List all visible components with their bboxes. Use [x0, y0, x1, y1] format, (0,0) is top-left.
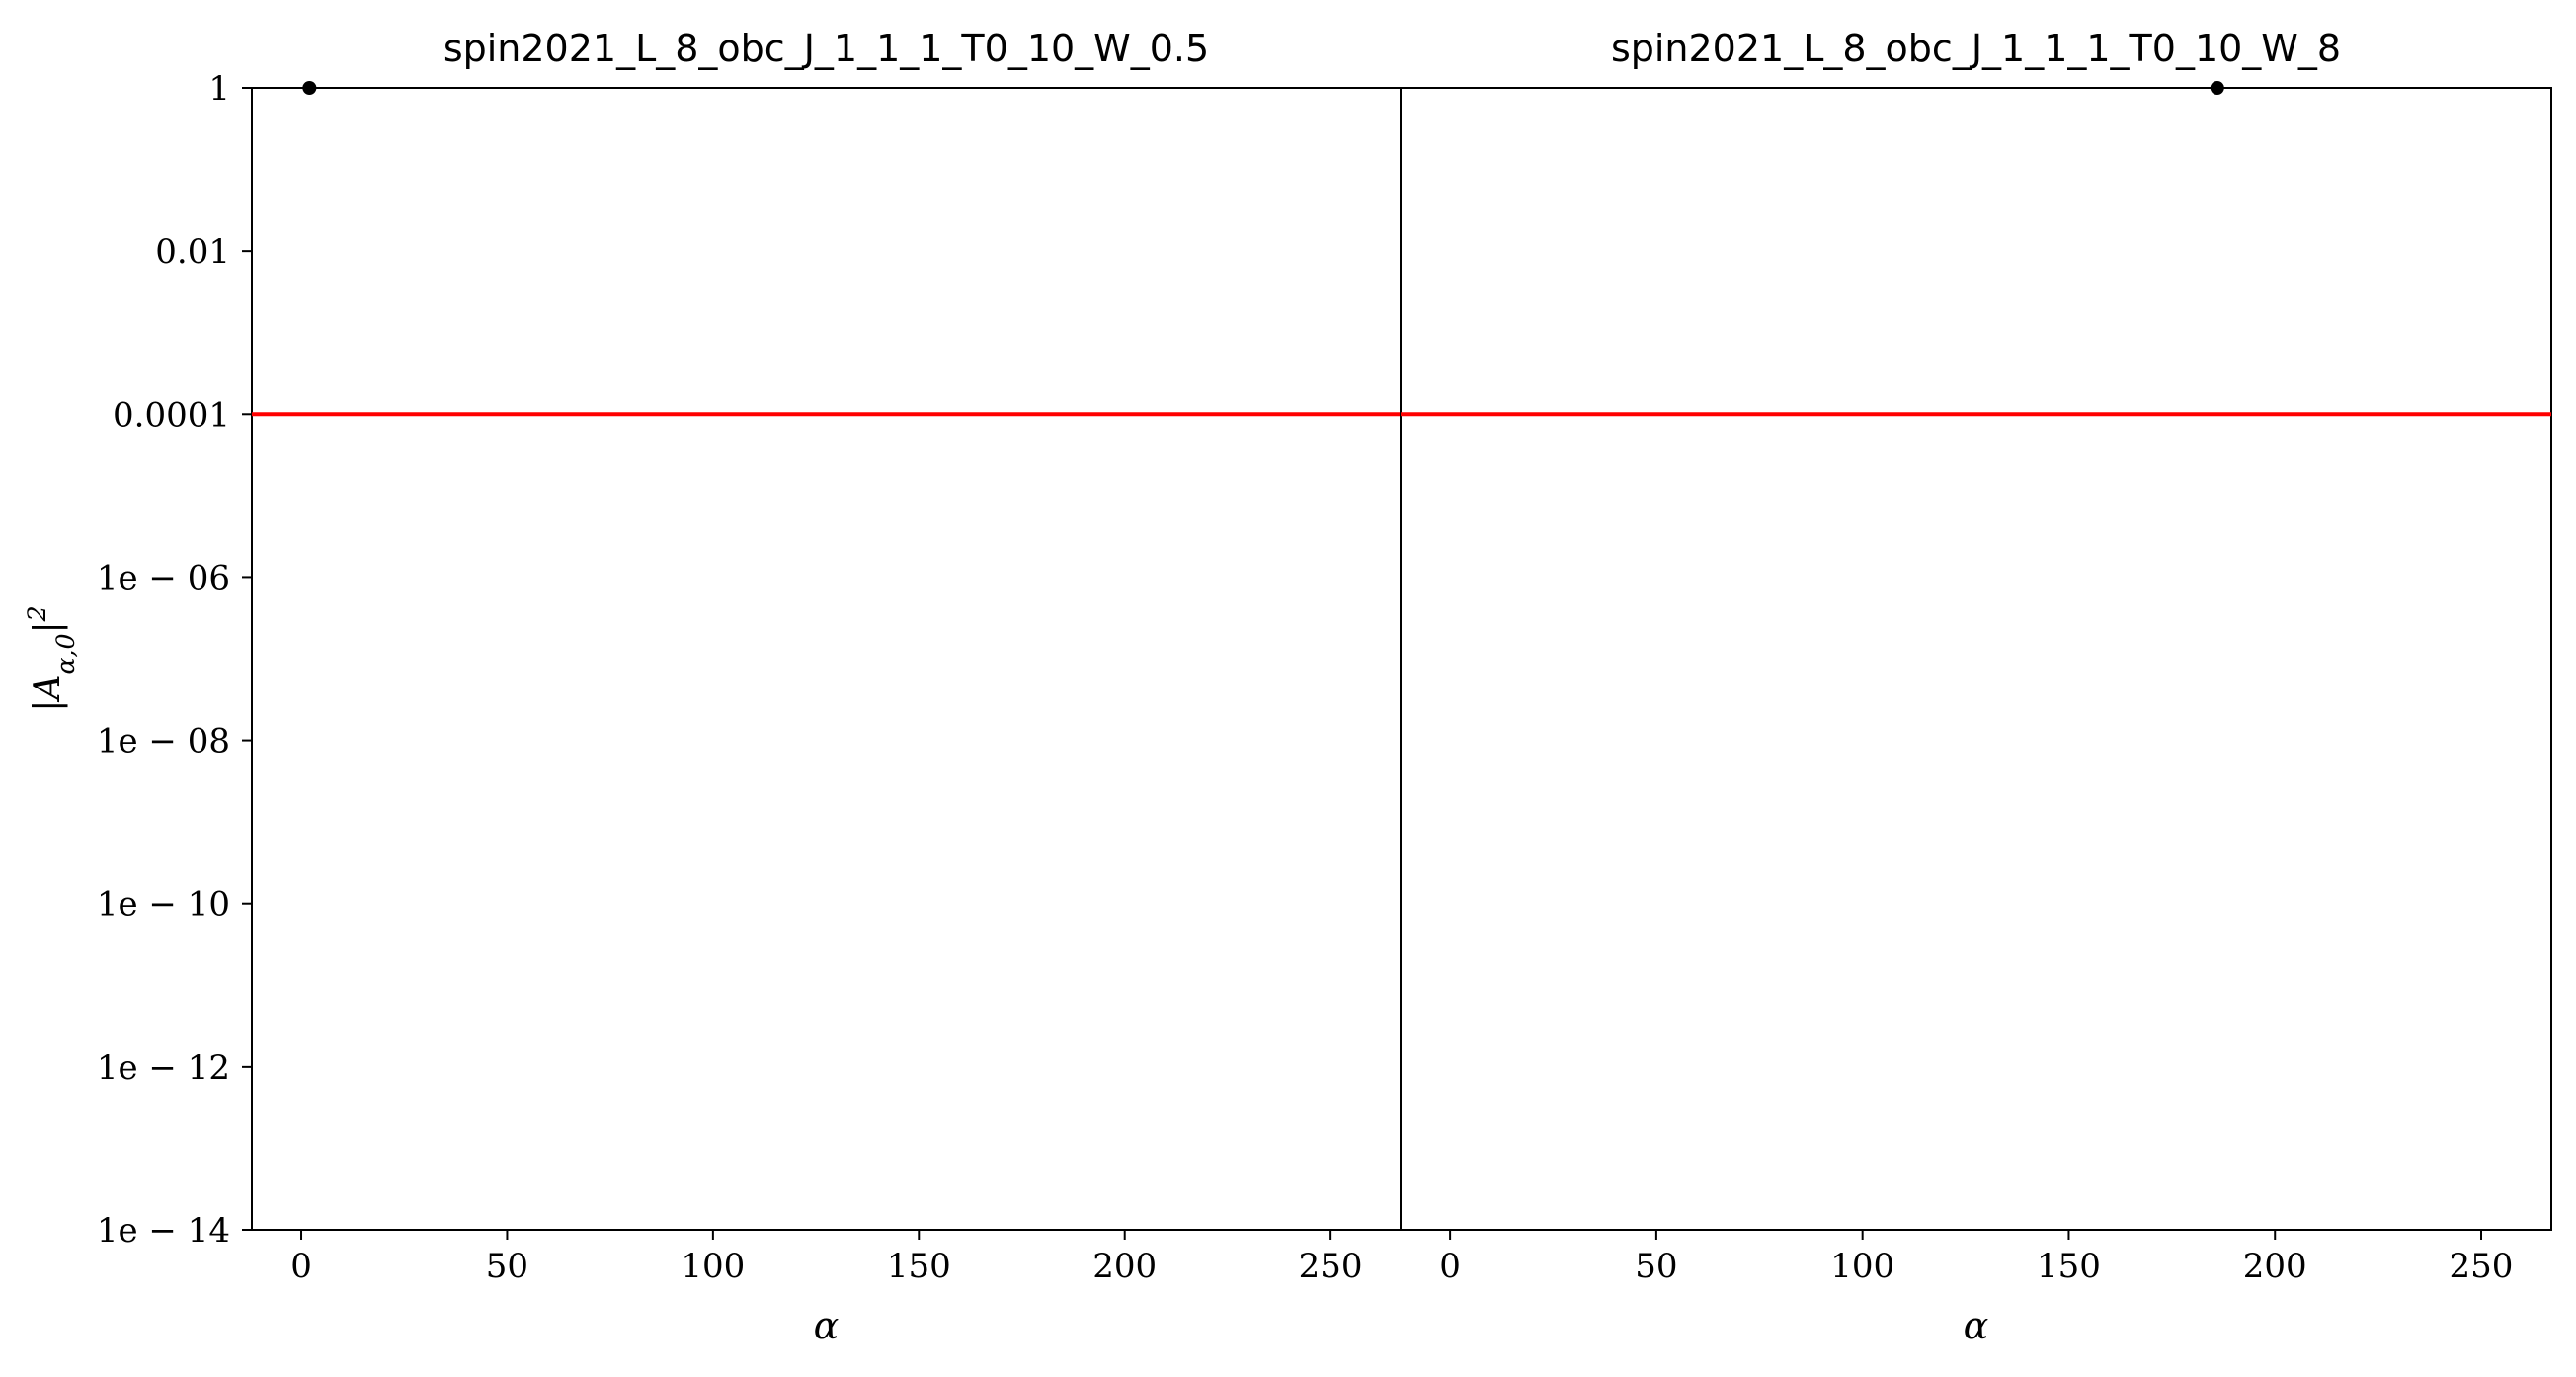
chart-title: spin2021_L_8_obc_J_1_1_1_T0_10_W_8: [1611, 27, 2341, 70]
panel-left: spin2021_L_8_obc_J_1_1_1_T0_10_W_0.5 0 50 1…: [23, 27, 1402, 1347]
x-tick-label: 50: [486, 1247, 528, 1286]
data-point: [2210, 81, 2224, 95]
x-tick-label: 100: [681, 1247, 745, 1286]
y-tick-label: 1e − 06: [97, 558, 230, 598]
chart-title: spin2021_L_8_obc_J_1_1_1_T0_10_W_0.5: [443, 27, 1209, 70]
y-tick-label: 1e − 10: [97, 885, 230, 925]
x-tick-label: 150: [2037, 1247, 2101, 1286]
y-tick-label: 0.01: [155, 232, 230, 272]
y-tick-label: 1e − 08: [97, 722, 230, 762]
x-axis-label: α: [814, 1304, 840, 1347]
axes-frame: [1400, 87, 2552, 1231]
x-tick-label: 250: [2450, 1247, 2514, 1286]
x-tick-label: 200: [1092, 1247, 1157, 1286]
axes-frame: [251, 87, 1402, 1231]
y-tick-label: 1e − 12: [97, 1048, 230, 1088]
y-axis-label: |Aα,0|2: [23, 606, 80, 711]
x-tick-label: 250: [1299, 1247, 1363, 1286]
x-tick-label: 0: [290, 1247, 312, 1286]
x-tick-label: 50: [1635, 1247, 1677, 1286]
y-tick-label: 1e − 14: [97, 1211, 230, 1251]
x-axis-label: α: [1964, 1304, 1989, 1347]
x-tick-label: 150: [887, 1247, 951, 1286]
x-tick-label: 200: [2243, 1247, 2307, 1286]
panel-right: spin2021_L_8_obc_J_1_1_1_T0_10_W_8 0 50 100…: [1400, 27, 2552, 1347]
data-point: [302, 81, 317, 95]
y-tick-label: 1: [208, 69, 230, 109]
x-tick-label: 100: [1830, 1247, 1894, 1286]
x-tick-label: 0: [1439, 1247, 1461, 1286]
y-tick-label: 0.0001: [113, 395, 230, 435]
